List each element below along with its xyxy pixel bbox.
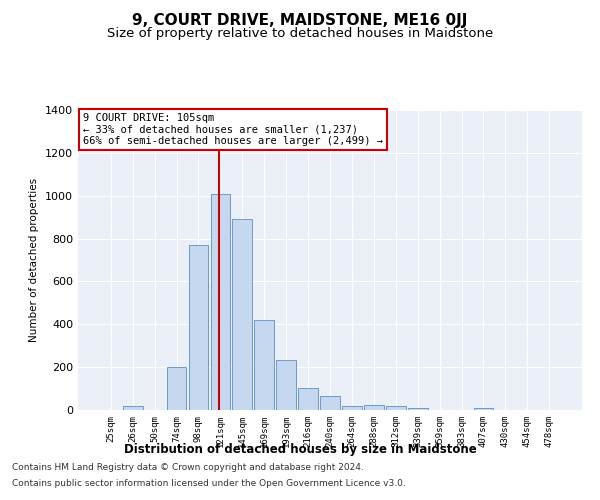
Bar (408, 408, 428, 410)
Text: Contains HM Land Registry data © Crown copyright and database right 2024.: Contains HM Land Registry data © Crown c… (12, 464, 364, 472)
Bar (473, 408, 493, 410)
Bar (188, 245, 208, 410)
Y-axis label: Number of detached properties: Number of detached properties (29, 178, 40, 342)
Bar (342, 406, 362, 410)
Text: Contains public sector information licensed under the Open Government Licence v3: Contains public sector information licen… (12, 478, 406, 488)
Text: 9, COURT DRIVE, MAIDSTONE, ME16 0JJ: 9, COURT DRIVE, MAIDSTONE, ME16 0JJ (133, 12, 467, 28)
Text: Size of property relative to detached houses in Maidstone: Size of property relative to detached ho… (107, 28, 493, 40)
Bar (232, 220, 252, 410)
Bar (123, 406, 143, 410)
Bar (211, 194, 230, 410)
Bar (167, 367, 187, 410)
Text: 9 COURT DRIVE: 105sqm
← 33% of detached houses are smaller (1,237)
66% of semi-d: 9 COURT DRIVE: 105sqm ← 33% of detached … (83, 113, 383, 146)
Bar (276, 360, 296, 410)
Text: Distribution of detached houses by size in Maidstone: Distribution of detached houses by size … (124, 442, 476, 456)
Bar (364, 404, 384, 410)
Bar (320, 396, 340, 410)
Bar (254, 320, 274, 410)
Bar (298, 388, 318, 410)
Bar (386, 406, 406, 410)
